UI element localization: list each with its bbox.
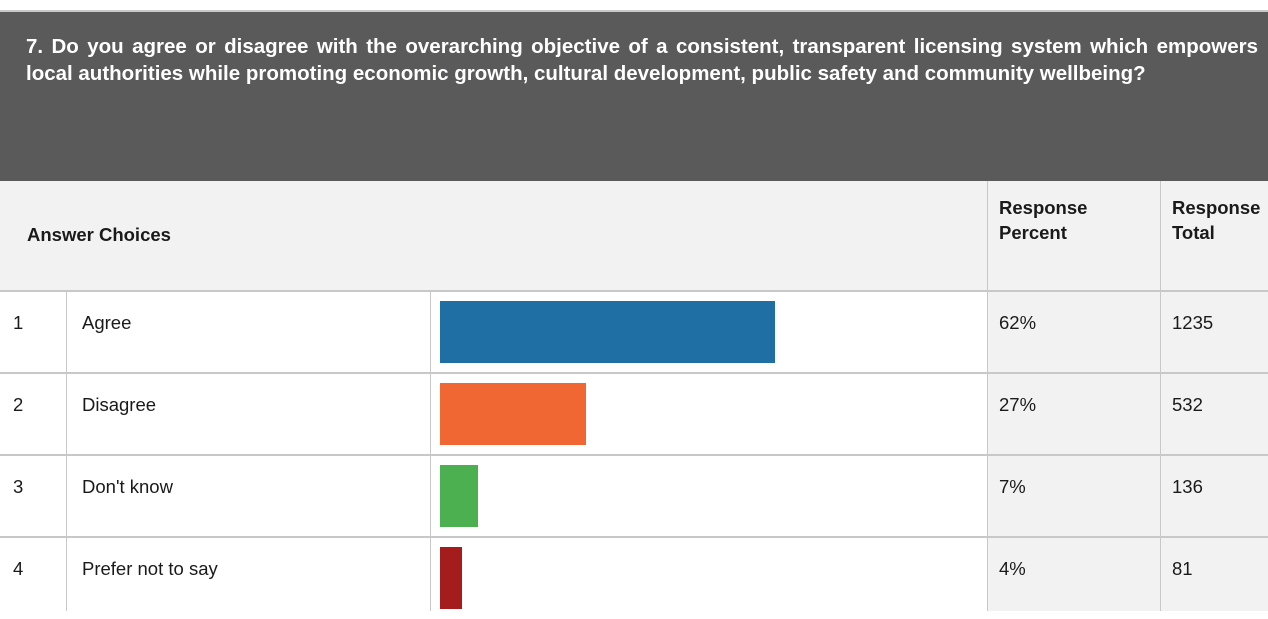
table-header-row: Answer Choices Response Percent Response… xyxy=(0,181,1268,300)
response-bar xyxy=(440,301,775,363)
column-divider xyxy=(66,291,67,611)
column-header-percent-line2: Percent xyxy=(999,222,1067,243)
response-percent: 4% xyxy=(999,558,1026,579)
row-divider xyxy=(0,454,1268,456)
row-label: Disagree xyxy=(82,394,157,415)
response-percent: 62% xyxy=(999,312,1037,333)
row-label: Don't know xyxy=(82,476,173,497)
column-divider xyxy=(430,291,431,611)
row-white-cells xyxy=(0,537,988,619)
table-row: 1 Agree 62% 1235 xyxy=(0,291,1268,373)
row-white-cells xyxy=(0,455,988,537)
table-row: 4 Prefer not to say 4% 81 xyxy=(0,537,1268,619)
column-divider xyxy=(987,181,988,611)
row-label: Prefer not to say xyxy=(82,558,218,579)
row-index: 3 xyxy=(13,476,24,497)
column-header-answer-choices: Answer Choices xyxy=(27,224,171,245)
row-index: 1 xyxy=(13,312,24,333)
column-header-response-percent: Response Percent xyxy=(999,195,1087,245)
response-bar xyxy=(440,383,586,445)
column-header-response-total: Response Total xyxy=(1172,195,1260,245)
response-total: 136 xyxy=(1172,476,1203,497)
response-bar xyxy=(440,465,478,527)
question-text: 7. Do you agree or disagree with the ove… xyxy=(26,35,1258,85)
column-divider xyxy=(1160,181,1161,611)
response-bar xyxy=(440,547,462,609)
response-percent: 27% xyxy=(999,394,1037,415)
row-divider xyxy=(0,372,1268,374)
survey-question-panel: 7. Do you agree or disagree with the ove… xyxy=(0,10,1268,619)
response-total: 81 xyxy=(1172,558,1193,579)
row-index: 2 xyxy=(13,394,24,415)
response-total: 1235 xyxy=(1172,312,1214,333)
row-index: 4 xyxy=(13,558,24,579)
column-header-total-line2: Total xyxy=(1172,222,1215,243)
question-header: 7. Do you agree or disagree with the ove… xyxy=(0,10,1268,181)
column-header-total-line1: Response xyxy=(1172,197,1261,218)
row-divider xyxy=(0,290,1268,292)
table-row: 3 Don't know 7% 136 xyxy=(0,455,1268,537)
table-row: 2 Disagree 27% 532 xyxy=(0,373,1268,455)
column-header-percent-line1: Response xyxy=(999,197,1088,218)
response-percent: 7% xyxy=(999,476,1026,497)
response-total: 532 xyxy=(1172,394,1203,415)
row-divider xyxy=(0,536,1268,538)
row-label: Agree xyxy=(82,312,132,333)
